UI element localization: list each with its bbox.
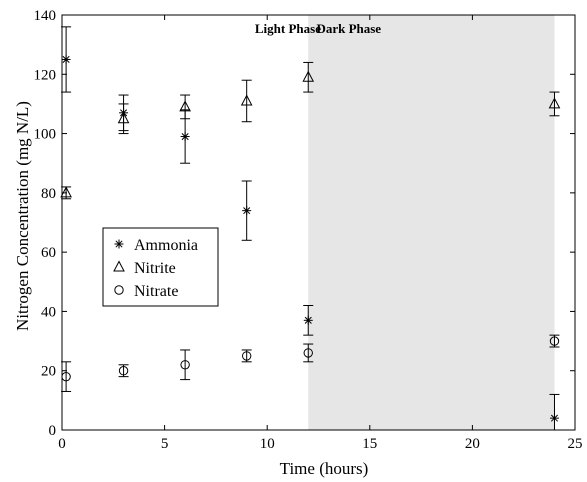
- data-point-ammonia: [242, 206, 252, 216]
- y-tick-label: 140: [34, 8, 57, 24]
- circle-shape: [61, 371, 71, 382]
- y-tick-label: 120: [34, 67, 57, 83]
- x-tick-label: 5: [161, 436, 169, 452]
- dark-phase-label: Dark Phase: [316, 21, 381, 36]
- error-bar-nitrate: [303, 343, 314, 363]
- y-tick-label: 60: [41, 245, 56, 261]
- legend-label-nitrate: Nitrate: [134, 283, 178, 300]
- error-bar-nitrite: [303, 61, 314, 93]
- triangle-shape: [60, 186, 72, 198]
- triangle-shape: [302, 70, 315, 82]
- legend-marker-ammonia: [114, 239, 124, 249]
- data-point-nitrite: [117, 112, 130, 124]
- dark-phase-region-layer: [308, 15, 555, 430]
- circle-shape: [114, 285, 124, 295]
- asterisk-stroke: [62, 55, 70, 63]
- data-point-nitrite: [60, 186, 72, 198]
- legend-marker-nitrate: [114, 285, 124, 295]
- triangle-shape: [240, 94, 253, 106]
- triangle-shape: [548, 97, 561, 109]
- data-point-nitrite: [302, 70, 315, 82]
- data-point-nitrite: [240, 94, 253, 106]
- error-bar-nitrite: [180, 94, 191, 120]
- y-tick-label: 0: [49, 423, 57, 439]
- data-point-ammonia: [549, 413, 559, 423]
- data-markers: [60, 54, 561, 423]
- error-bar-nitrite: [549, 91, 560, 117]
- x-tick-label: 20: [465, 436, 480, 452]
- data-point-nitrate: [180, 360, 190, 370]
- circle-shape: [303, 348, 313, 358]
- x-tick-label: 10: [260, 436, 275, 452]
- y-tick-label: 100: [34, 127, 57, 143]
- y-tick-label: 40: [41, 304, 56, 320]
- triangle-shape: [179, 100, 191, 112]
- asterisk-stroke: [550, 414, 559, 422]
- data-point-nitrate: [118, 366, 129, 376]
- data-point-nitrate: [241, 351, 252, 361]
- data-point-nitrate: [549, 336, 560, 346]
- y-tick-label: 20: [41, 364, 56, 380]
- triangle-shape: [113, 260, 125, 272]
- circle-shape: [180, 360, 190, 370]
- asterisk-stroke: [243, 207, 251, 215]
- data-point-nitrate: [303, 348, 313, 358]
- data-point-ammonia: [180, 132, 190, 142]
- axis-ticks: 0 5 10 15 20 25 0 20 40 60 80 100 120 140: [34, 8, 583, 452]
- data-point-ammonia: [303, 315, 313, 325]
- light-phase-label: Light Phase: [255, 21, 321, 36]
- dark-phase-region: [308, 15, 555, 430]
- x-tick-label: 0: [58, 436, 66, 452]
- circle-shape: [241, 351, 252, 361]
- plot-area-border: [61, 14, 576, 431]
- legend: Ammonia Nitrite Nitrate: [102, 227, 219, 307]
- error-bar-nitrate: [180, 349, 191, 381]
- error-bar-nitrite: [241, 79, 252, 123]
- data-point-ammonia: [61, 54, 71, 64]
- asterisk-stroke: [304, 316, 312, 324]
- circle-shape: [549, 336, 560, 346]
- triangle-shape: [117, 112, 130, 124]
- asterisk-stroke: [115, 240, 123, 248]
- legend-label-ammonia: Ammonia: [134, 237, 198, 254]
- x-tick-label: 15: [362, 436, 377, 452]
- error-bar-nitrate: [61, 361, 72, 392]
- data-point-nitrite: [548, 97, 561, 109]
- error-bar-ammonia: [549, 393, 560, 431]
- x-tick-label: 25: [568, 436, 583, 452]
- y-axis-label: Nitrogen Concentration (mg N/L): [13, 101, 32, 331]
- data-point-nitrite: [179, 100, 191, 112]
- legend-marker-nitrite: [113, 260, 125, 272]
- circle-shape: [118, 366, 129, 376]
- plot-frame: [61, 14, 576, 431]
- data-point-nitrate: [61, 371, 71, 382]
- asterisk-stroke: [181, 133, 189, 141]
- y-tick-label: 80: [41, 186, 56, 202]
- legend-label-nitrite: Nitrite: [134, 260, 176, 277]
- x-axis-label: Time (hours): [280, 459, 369, 478]
